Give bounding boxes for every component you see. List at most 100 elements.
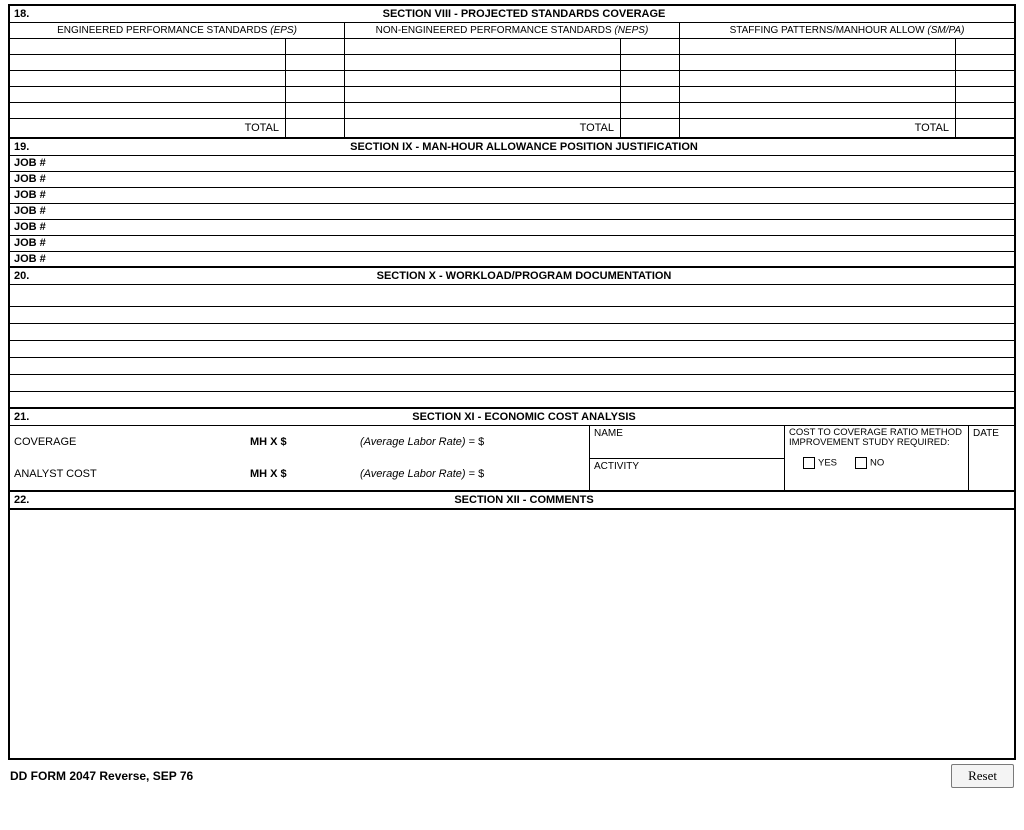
section-10-title: SECTION X - WORKLOAD/PROGRAM DOCUMENTATI… — [38, 270, 1010, 282]
workload-row[interactable] — [10, 324, 1014, 341]
analyst-cost-row: ANALYST COST MH X $ (Average Labor Rate)… — [10, 458, 589, 490]
eps-cell[interactable] — [286, 55, 344, 70]
job-row[interactable]: JOB # — [10, 172, 1014, 188]
section-12-header: 22. SECTION XII - COMMENTS — [10, 492, 1014, 510]
neps-cell[interactable] — [345, 55, 621, 70]
job-row[interactable]: JOB # — [10, 156, 1014, 172]
neps-header: NON-ENGINEERED PERFORMANCE STANDARDS (NE… — [345, 23, 680, 38]
smpa-column: TOTAL — [680, 39, 1014, 137]
neps-total-label: TOTAL — [345, 119, 621, 137]
workload-row[interactable] — [10, 375, 1014, 392]
smpa-total-label: TOTAL — [680, 119, 956, 137]
date-field[interactable]: DATE — [968, 426, 1014, 490]
section-11-title: SECTION XI - ECONOMIC COST ANALYSIS — [38, 411, 1010, 423]
section-9-title: SECTION IX - MAN-HOUR ALLOWANCE POSITION… — [38, 141, 1010, 153]
job-row[interactable]: JOB # — [10, 252, 1014, 268]
eps-total-value[interactable] — [286, 119, 344, 137]
eps-cell[interactable] — [286, 87, 344, 102]
workload-row[interactable] — [10, 341, 1014, 358]
ratio-text: COST TO COVERAGE RATIO METHOD IMPROVEMEN… — [789, 428, 964, 449]
form-container: 18. SECTION VIII - PROJECTED STANDARDS C… — [8, 4, 1016, 760]
section-9-header: 19. SECTION IX - MAN-HOUR ALLOWANCE POSI… — [10, 137, 1014, 156]
eps-cell[interactable] — [10, 87, 286, 102]
no-option[interactable]: NO — [855, 457, 884, 469]
section-11-left: COVERAGE MH X $ (Average Labor Rate) = $… — [10, 426, 589, 490]
eps-cell[interactable] — [286, 103, 344, 118]
neps-cell[interactable] — [345, 103, 621, 118]
yes-option[interactable]: YES — [803, 457, 837, 469]
smpa-cell[interactable] — [956, 87, 1014, 102]
section-9-number: 19. — [14, 141, 38, 153]
smpa-header: STAFFING PATTERNS/MANHOUR ALLOW (SM/PA) — [680, 23, 1014, 38]
section-11-number: 21. — [14, 411, 38, 423]
eps-cell[interactable] — [10, 71, 286, 86]
yes-checkbox[interactable] — [803, 457, 815, 469]
section-12-title: SECTION XII - COMMENTS — [38, 494, 1010, 506]
neps-cell[interactable] — [621, 71, 679, 86]
section-11-header: 21. SECTION XI - ECONOMIC COST ANALYSIS — [10, 409, 1014, 426]
form-id-label: DD FORM 2047 Reverse, SEP 76 — [10, 769, 193, 783]
smpa-total-value[interactable] — [956, 119, 1014, 137]
section-8-column-headers: ENGINEERED PERFORMANCE STANDARDS (EPS) N… — [10, 23, 1014, 39]
job-row[interactable]: JOB # — [10, 236, 1014, 252]
analyst-cost-label: ANALYST COST — [10, 468, 250, 480]
job-row[interactable]: JOB # — [10, 220, 1014, 236]
eps-header: ENGINEERED PERFORMANCE STANDARDS (EPS) — [10, 23, 345, 38]
neps-cell[interactable] — [621, 87, 679, 102]
eps-cell[interactable] — [10, 39, 286, 54]
workload-row[interactable] — [10, 358, 1014, 375]
smpa-cell[interactable] — [680, 103, 956, 118]
eps-cell[interactable] — [286, 39, 344, 54]
comments-area[interactable] — [10, 510, 1014, 758]
coverage-mhx: MH X $ — [250, 436, 360, 448]
no-checkbox[interactable] — [855, 457, 867, 469]
ratio-block: COST TO COVERAGE RATIO METHOD IMPROVEMEN… — [785, 426, 968, 490]
smpa-cell[interactable] — [680, 55, 956, 70]
workload-row[interactable] — [10, 307, 1014, 324]
activity-field[interactable]: ACTIVITY — [590, 459, 784, 491]
smpa-cell[interactable] — [956, 39, 1014, 54]
section-11-body: COVERAGE MH X $ (Average Labor Rate) = $… — [10, 426, 1014, 492]
workload-row[interactable] — [10, 285, 1014, 307]
eps-column: TOTAL — [10, 39, 345, 137]
neps-cell[interactable] — [345, 87, 621, 102]
section-8-body: TOTAL TOTAL TOTAL — [10, 39, 1014, 137]
smpa-cell[interactable] — [680, 39, 956, 54]
neps-cell[interactable] — [621, 103, 679, 118]
section-8-title: SECTION VIII - PROJECTED STANDARDS COVER… — [38, 8, 1010, 20]
analyst-cost-mhx: MH X $ — [250, 468, 360, 480]
name-field[interactable]: NAME — [590, 426, 784, 459]
workload-row[interactable] — [10, 392, 1014, 409]
section-8-header: 18. SECTION VIII - PROJECTED STANDARDS C… — [10, 6, 1014, 23]
neps-total-value[interactable] — [621, 119, 679, 137]
analyst-cost-rate: (Average Labor Rate) = $ — [360, 468, 589, 480]
section-10-header: 20. SECTION X - WORKLOAD/PROGRAM DOCUMEN… — [10, 268, 1014, 285]
smpa-cell[interactable] — [956, 55, 1014, 70]
neps-cell[interactable] — [621, 39, 679, 54]
neps-cell[interactable] — [345, 71, 621, 86]
section-11-right: COST TO COVERAGE RATIO METHOD IMPROVEMEN… — [784, 426, 1014, 490]
coverage-label: COVERAGE — [10, 436, 250, 448]
job-row[interactable]: JOB # — [10, 204, 1014, 220]
section-12-number: 22. — [14, 494, 38, 506]
neps-cell[interactable] — [345, 39, 621, 54]
neps-column: TOTAL — [345, 39, 680, 137]
eps-total-label: TOTAL — [10, 119, 286, 137]
smpa-cell[interactable] — [680, 87, 956, 102]
coverage-rate: (Average Labor Rate) = $ — [360, 436, 589, 448]
section-10-number: 20. — [14, 270, 38, 282]
eps-cell[interactable] — [286, 71, 344, 86]
eps-cell[interactable] — [10, 55, 286, 70]
job-row[interactable]: JOB # — [10, 188, 1014, 204]
yes-no-group: YES NO — [803, 457, 964, 469]
smpa-cell[interactable] — [680, 71, 956, 86]
neps-cell[interactable] — [621, 55, 679, 70]
eps-cell[interactable] — [10, 103, 286, 118]
smpa-cell[interactable] — [956, 103, 1014, 118]
section-11-mid: NAME ACTIVITY — [589, 426, 784, 490]
coverage-row: COVERAGE MH X $ (Average Labor Rate) = $ — [10, 426, 589, 458]
reset-button[interactable]: Reset — [951, 764, 1014, 788]
form-footer: DD FORM 2047 Reverse, SEP 76 Reset — [8, 764, 1016, 788]
smpa-cell[interactable] — [956, 71, 1014, 86]
section-8-number: 18. — [14, 8, 38, 20]
